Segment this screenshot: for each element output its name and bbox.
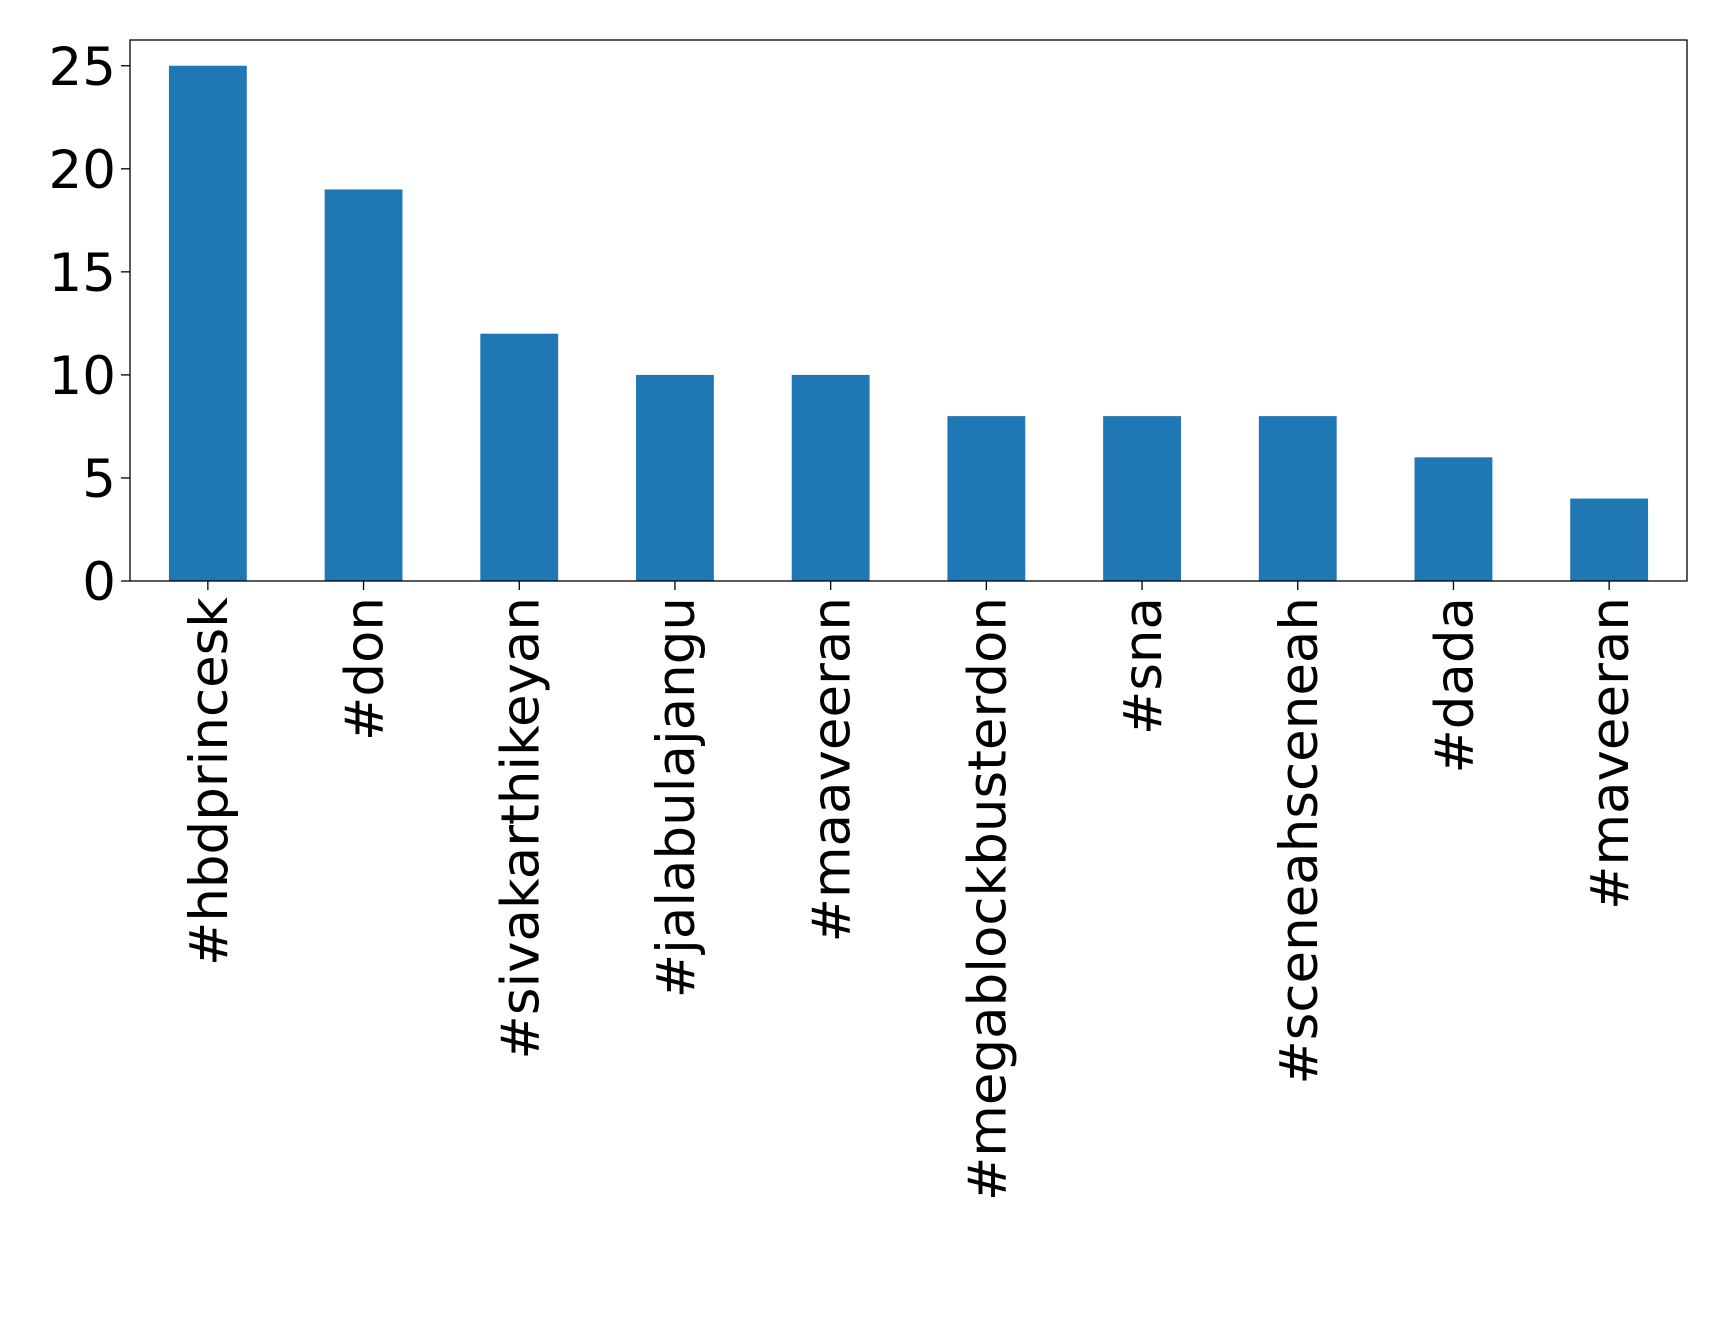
y-tick-label: 25: [49, 37, 116, 98]
bar: [947, 416, 1026, 581]
bar: [1258, 416, 1337, 581]
x-tick-label: #sivakarthikeyan: [490, 597, 551, 1060]
y-tick-label: 15: [49, 243, 116, 304]
x-tick-label: #maveeran: [1580, 597, 1641, 910]
bar: [480, 333, 559, 581]
y-tick-label: 10: [49, 346, 116, 407]
y-tick-label: 20: [49, 140, 116, 201]
y-tick-label: 5: [82, 449, 116, 510]
bar: [1570, 498, 1649, 581]
x-tick-label: #sna: [1113, 597, 1174, 735]
x-tick-label: #don: [335, 597, 396, 741]
x-tick-label: #megablockbusterdon: [957, 597, 1018, 1201]
bar: [1414, 457, 1493, 581]
x-tick-label: #jalabulajangu: [646, 597, 707, 998]
plot-frame: [129, 39, 1688, 582]
bar: [324, 189, 403, 581]
x-tick-label: #dada: [1424, 597, 1485, 774]
bar: [168, 65, 247, 581]
x-tick-label: #maaveeran: [802, 597, 863, 942]
y-tick-label: 0: [82, 552, 116, 613]
bar: [791, 374, 870, 581]
x-tick-label: #hbdprincesk: [179, 597, 240, 966]
bar: [636, 374, 714, 581]
bar: [1103, 416, 1181, 581]
x-tick-label: #sceneahsceneah: [1269, 597, 1330, 1085]
